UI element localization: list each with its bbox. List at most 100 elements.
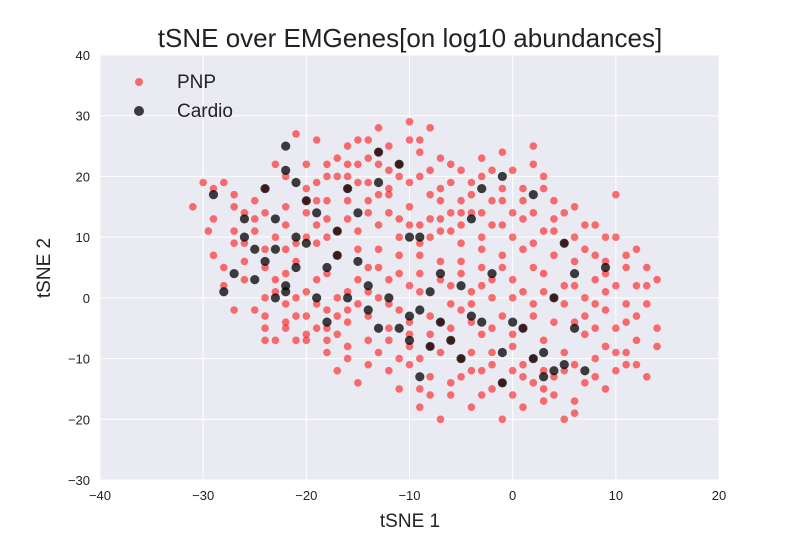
- data-point-pnp: [416, 385, 424, 393]
- data-point-pnp: [343, 160, 352, 169]
- data-point-pnp: [642, 372, 651, 381]
- data-point-pnp: [529, 239, 538, 248]
- data-point-pnp: [416, 172, 424, 181]
- data-point-pnp: [405, 178, 414, 187]
- data-point-pnp: [570, 281, 579, 290]
- data-point-pnp: [591, 372, 599, 381]
- data-point-pnp: [261, 336, 269, 345]
- data-point-pnp: [446, 324, 455, 333]
- data-point-pnp: [570, 360, 579, 369]
- data-point-pnp: [416, 148, 424, 156]
- data-point-cardio: [260, 256, 270, 267]
- data-point-pnp: [374, 190, 383, 199]
- data-points: [189, 117, 661, 424]
- data-point-pnp: [508, 330, 517, 339]
- data-point-pnp: [271, 233, 280, 241]
- data-point-pnp: [477, 209, 486, 217]
- data-point-pnp: [632, 281, 641, 290]
- data-point-pnp: [560, 209, 569, 217]
- data-point-pnp: [240, 257, 249, 266]
- data-point-pnp: [488, 348, 496, 357]
- data-point-pnp: [570, 233, 579, 241]
- data-point-pnp: [612, 348, 620, 357]
- data-point-pnp: [436, 415, 445, 424]
- data-point-pnp: [539, 227, 548, 235]
- data-point-pnp: [354, 136, 362, 144]
- x-tick-label: −10: [398, 488, 420, 503]
- data-point-cardio: [569, 268, 580, 279]
- data-point-cardio: [291, 232, 301, 242]
- data-point-cardio: [487, 268, 497, 279]
- data-point-cardio: [477, 317, 487, 327]
- x-tick-label: 20: [712, 488, 726, 503]
- data-point-cardio: [312, 293, 322, 303]
- data-point-pnp: [230, 190, 238, 199]
- legend-label-pnp: PNP: [177, 72, 216, 93]
- data-point-pnp: [591, 221, 599, 229]
- data-point-pnp: [250, 196, 259, 205]
- data-point-pnp: [446, 379, 455, 387]
- data-point-pnp: [498, 196, 507, 205]
- data-point-pnp: [220, 263, 228, 272]
- data-point-pnp: [457, 269, 465, 278]
- data-point-pnp: [385, 166, 393, 175]
- data-point-pnp: [426, 330, 434, 339]
- data-point-pnp: [581, 379, 589, 387]
- data-point-pnp: [581, 312, 589, 320]
- data-point-pnp: [477, 172, 486, 181]
- data-point-pnp: [302, 336, 311, 345]
- data-point-pnp: [446, 178, 455, 187]
- data-point-pnp: [312, 275, 321, 284]
- data-point-pnp: [426, 166, 434, 175]
- data-point-pnp: [467, 403, 476, 411]
- data-point-pnp: [612, 190, 620, 199]
- data-point-cardio: [497, 347, 507, 358]
- data-point-pnp: [323, 233, 331, 241]
- data-point-pnp: [364, 360, 373, 369]
- data-point-cardio: [518, 323, 528, 333]
- data-point-pnp: [312, 196, 321, 205]
- data-point-pnp: [550, 391, 558, 399]
- data-point-pnp: [395, 385, 403, 393]
- data-point-pnp: [519, 245, 527, 254]
- data-point-pnp: [323, 215, 331, 223]
- data-point-cardio: [301, 196, 311, 206]
- data-point-pnp: [508, 209, 517, 217]
- data-point-cardio: [281, 281, 291, 291]
- data-point-pnp: [550, 227, 558, 235]
- data-point-pnp: [374, 245, 383, 254]
- data-point-pnp: [354, 178, 362, 187]
- data-point-pnp: [467, 348, 476, 357]
- data-point-pnp: [354, 227, 362, 235]
- data-point-pnp: [601, 287, 610, 296]
- data-point-pnp: [281, 324, 290, 333]
- data-point-pnp: [529, 300, 538, 308]
- data-point-pnp: [550, 215, 558, 223]
- data-point-pnp: [642, 300, 651, 308]
- data-point-cardio: [425, 341, 435, 352]
- data-point-pnp: [312, 221, 321, 229]
- y-tick-label: −20: [68, 412, 90, 427]
- data-point-pnp: [354, 160, 362, 169]
- data-point-pnp: [385, 336, 393, 345]
- data-point-pnp: [426, 391, 434, 399]
- data-point-pnp: [292, 294, 300, 302]
- data-point-pnp: [529, 263, 538, 272]
- data-point-pnp: [385, 142, 393, 150]
- data-point-pnp: [416, 269, 424, 278]
- data-point-pnp: [261, 312, 269, 320]
- data-point-pnp: [498, 221, 507, 229]
- data-point-pnp: [302, 312, 311, 320]
- data-point-cardio: [497, 378, 507, 388]
- data-point-pnp: [612, 366, 620, 375]
- data-point-pnp: [498, 148, 507, 156]
- data-point-pnp: [281, 202, 290, 211]
- x-tick-label: −30: [192, 488, 214, 503]
- data-point-pnp: [622, 300, 630, 308]
- data-point-pnp: [261, 294, 269, 302]
- data-point-pnp: [426, 233, 434, 241]
- data-point-pnp: [230, 202, 238, 211]
- data-point-pnp: [457, 196, 465, 205]
- data-point-pnp: [395, 251, 403, 260]
- data-point-cardio: [435, 268, 446, 279]
